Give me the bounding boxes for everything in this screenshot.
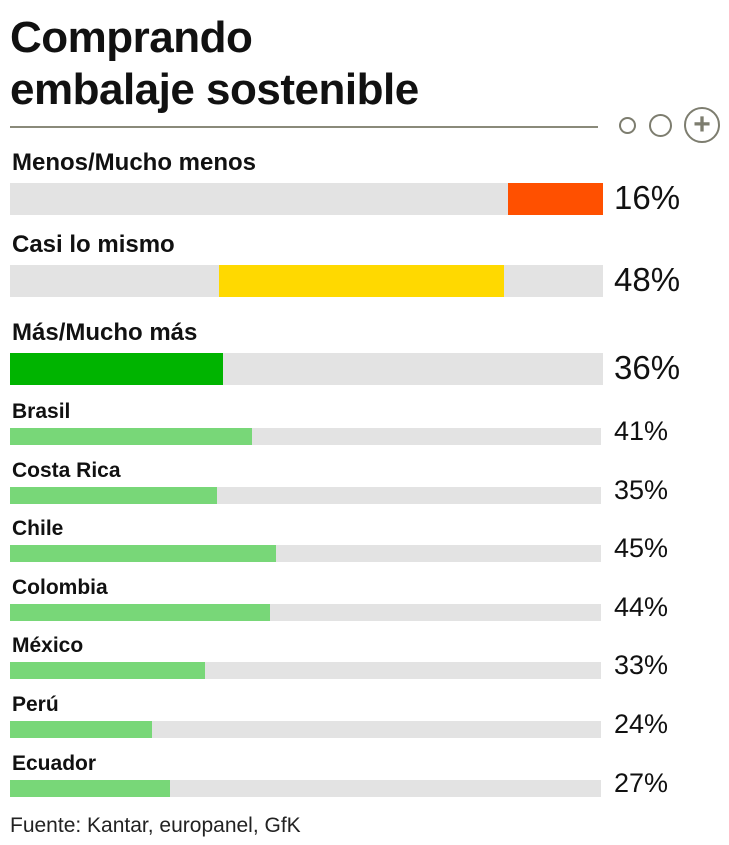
bar-track: [10, 603, 601, 621]
bar-track: [10, 265, 603, 297]
value-label: 41%: [614, 416, 669, 446]
plus-icon[interactable]: +: [684, 107, 720, 143]
value-label: 36%: [614, 349, 681, 386]
value-label: 16%: [614, 179, 681, 216]
value-label: 27%: [614, 767, 669, 798]
value-label: 33%: [614, 650, 669, 681]
bar-track: [10, 545, 601, 563]
value-label: 45%: [614, 533, 669, 564]
bar: [10, 603, 271, 621]
bar: [508, 183, 603, 215]
bar-track: [10, 779, 601, 797]
bar: [10, 721, 152, 738]
bar: [219, 265, 504, 297]
country-label: Perú: [12, 693, 59, 716]
country-label: Colombia: [12, 575, 108, 599]
bar-track: [10, 721, 601, 738]
bar: [10, 545, 276, 563]
value-label: 48%: [614, 261, 681, 298]
bar: [10, 353, 224, 385]
bar: [10, 428, 253, 445]
chart-title-line-1: Comprando: [10, 13, 253, 62]
small-circle-icon[interactable]: [619, 117, 636, 134]
value-label: 44%: [614, 591, 669, 622]
bar: [10, 779, 170, 797]
country-label: Chile: [12, 517, 64, 541]
bar: [10, 662, 206, 680]
country-label: México: [12, 634, 84, 658]
bar: [10, 486, 217, 504]
country-label: Costa Rica: [12, 458, 121, 482]
source-note: Fuente: Kantar, europanel, GfK: [10, 814, 301, 837]
bar-track: [10, 428, 601, 445]
chart-title-line-2: embalaje sostenible: [10, 65, 419, 114]
value-label: 24%: [614, 709, 669, 739]
category-label: Casi lo mismo: [12, 231, 175, 258]
bar-track: [10, 353, 603, 385]
bar-track: [10, 486, 601, 504]
category-label: Menos/Mucho menos: [12, 149, 257, 176]
category-label: Más/Mucho más: [12, 319, 198, 346]
title-divider: [10, 126, 598, 128]
country-label: Brasil: [12, 400, 71, 423]
bar-track: [10, 183, 603, 215]
value-label: 35%: [614, 474, 669, 505]
medium-circle-icon[interactable]: [649, 114, 672, 137]
country-label: Ecuador: [12, 751, 97, 775]
bar-track: [10, 662, 601, 680]
